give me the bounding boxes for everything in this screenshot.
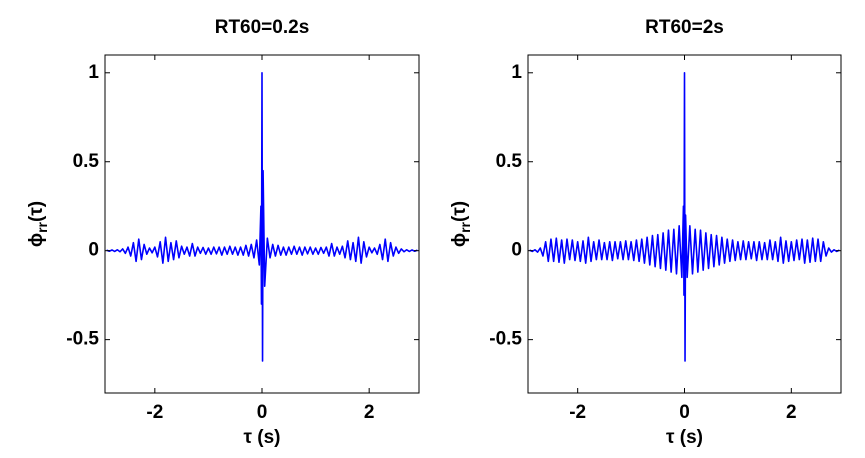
chart-title: RT60=0.2s <box>215 17 310 38</box>
x-tick-label: 0 <box>257 402 268 423</box>
subplot: RT60=0.2s τ (s) ϕrr(τ) -2 0 2 -0.5 0 0.5 1 <box>26 17 420 448</box>
y-axis-label-part: rr <box>457 221 473 232</box>
subplot: RT60=2s τ (s) ϕrr(τ) -2 0 2 -0.5 0 0.5 1 <box>449 17 842 448</box>
y-tick-label: 0.5 <box>73 151 100 172</box>
x-axis-label: τ (s) <box>666 427 703 448</box>
y-tick-label: 1 <box>511 62 522 83</box>
x-tick-label: 0 <box>679 402 690 423</box>
y-axis-label-part: ϕ <box>449 233 470 247</box>
x-tick-label: -2 <box>146 402 163 423</box>
y-tick-label: -0.5 <box>489 329 522 350</box>
y-tick-label: -0.5 <box>66 329 99 350</box>
x-axis-label: τ (s) <box>244 427 281 448</box>
y-axis-label-part: rr <box>34 221 50 232</box>
y-tick-label: 0 <box>511 240 522 261</box>
y-tick-label: 0.5 <box>496 151 523 172</box>
data-line <box>106 71 418 362</box>
y-tick-label: 0 <box>88 240 99 261</box>
y-axis-label: ϕrr(τ) <box>26 201 50 247</box>
y-axis-label-part: ϕ <box>26 233 47 247</box>
chart-title: RT60=2s <box>645 17 724 38</box>
x-tick-label: 2 <box>786 402 797 423</box>
x-tick-label: -2 <box>569 402 586 423</box>
y-axis-label-part: (τ) <box>26 201 47 222</box>
y-tick-label: 1 <box>88 62 99 83</box>
x-tick-label: 2 <box>364 402 375 423</box>
y-axis-label: ϕrr(τ) <box>449 201 473 247</box>
data-line <box>529 71 840 362</box>
y-axis-label-part: (τ) <box>449 201 470 222</box>
